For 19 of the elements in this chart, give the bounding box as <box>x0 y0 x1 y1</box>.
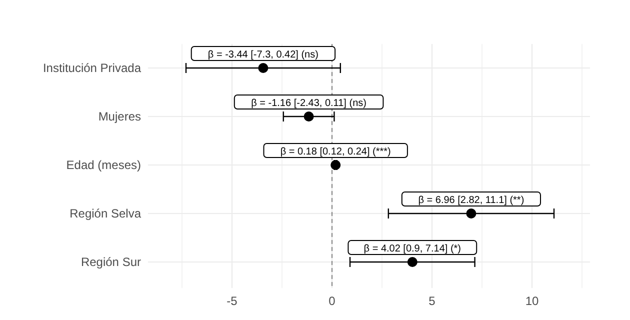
x-tick-label: 0 <box>328 294 336 308</box>
y-tick-label: Mujeres <box>98 110 141 124</box>
point <box>407 257 418 267</box>
point <box>466 208 476 218</box>
x-tick-label: 10 <box>525 294 539 308</box>
point <box>304 112 314 122</box>
annotation: β = 4.02 [0.9, 7.14] (*) <box>364 244 461 254</box>
y-tick-label: Región Selva <box>70 206 142 220</box>
annotation: β = -3.44 [-7.3, 0.42] (ns) <box>208 50 318 60</box>
annotation: β = 6.96 [2.82, 11.1] (**) <box>418 195 524 206</box>
annotation: β = 0.18 [0.12, 0.24] (***) <box>280 146 391 158</box>
x-tick-label: -5 <box>226 294 238 308</box>
y-tick-label: Edad (meses) <box>66 158 141 172</box>
point <box>258 63 268 73</box>
annotation: β = -1.16 [-2.43, 0.11] (ns) <box>251 98 366 109</box>
y-tick-label: Región Sur <box>80 255 141 269</box>
y-tick-label: Institución Privada <box>42 61 142 75</box>
point <box>330 160 341 170</box>
x-tick-label: 5 <box>428 294 436 308</box>
